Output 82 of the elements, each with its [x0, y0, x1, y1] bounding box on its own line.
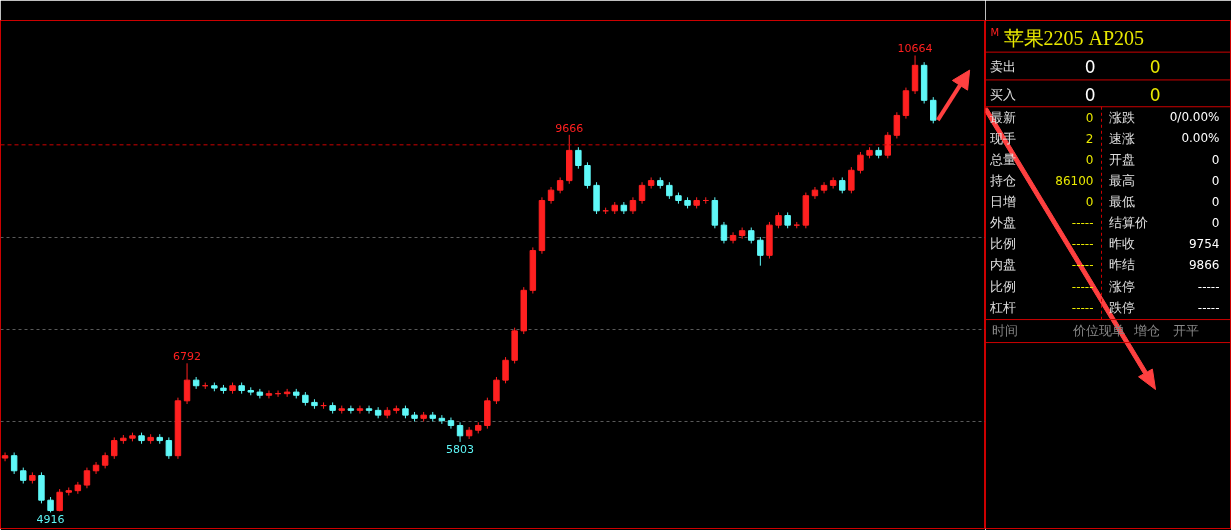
- text: 0/0.00%: [1169, 110, 1220, 125]
- candlestick: [183, 362, 191, 405]
- candlestick: [720, 221, 728, 244]
- text: 0: [1211, 216, 1220, 231]
- candlestick: [930, 96, 937, 124]
- text: 9754: [1188, 237, 1220, 252]
- candlestick: [848, 166, 855, 194]
- text: M: [990, 26, 1000, 38]
- text: 0: [1085, 110, 1094, 125]
- text: 时间: [991, 322, 1018, 338]
- text: 0: [1211, 152, 1220, 167]
- candlestick: [365, 405, 373, 415]
- candlestick: [757, 236, 764, 267]
- text: -----: [1071, 279, 1094, 294]
- text: 0: [1149, 84, 1161, 105]
- candlestick: [456, 421, 464, 443]
- text: 0: [1085, 195, 1094, 210]
- text: 苹果2205 AP205: [1003, 26, 1145, 49]
- candlestick: [638, 181, 646, 205]
- text: 昨收: [1108, 236, 1135, 252]
- candlestick: [820, 181, 828, 194]
- text: 0: [1084, 57, 1096, 78]
- text: 持仓: [989, 173, 1016, 189]
- candlestick: [584, 161, 591, 190]
- candlestick: [165, 436, 173, 460]
- text: 卖出: [989, 59, 1016, 75]
- text: -----: [1071, 258, 1094, 273]
- text: 最低: [1108, 194, 1135, 210]
- candlestick: [493, 376, 500, 405]
- text: 速涨: [1108, 130, 1135, 146]
- text: 跌停: [1108, 299, 1135, 315]
- text: 开盘: [1108, 151, 1135, 167]
- text: 0: [1085, 152, 1094, 167]
- text: 0.00%: [1181, 131, 1220, 146]
- text: -----: [1071, 216, 1094, 231]
- text: -----: [1071, 237, 1094, 252]
- candlestick: [502, 356, 509, 384]
- annotation: 6792: [173, 350, 202, 364]
- candlestick: [10, 452, 18, 475]
- candlestick: [83, 467, 91, 489]
- text: -----: [1197, 279, 1220, 294]
- candlestick: [893, 111, 901, 139]
- candlestick: [884, 131, 891, 159]
- text: 0: [1084, 84, 1096, 105]
- text: 涨停: [1108, 278, 1135, 294]
- text: 86100: [1055, 174, 1094, 189]
- text: 外盘: [989, 215, 1016, 231]
- candlestick: [265, 389, 273, 399]
- text: 0: [1149, 57, 1161, 78]
- text: 买入: [989, 86, 1016, 102]
- candlestick: [438, 414, 446, 425]
- candlestick: [347, 405, 355, 415]
- annotation: 9666: [555, 121, 584, 135]
- text: 日增: [989, 194, 1016, 210]
- annotation: 5803: [446, 442, 475, 456]
- text: -----: [1197, 300, 1220, 315]
- candlestick: [1, 452, 9, 462]
- text: 开平: [1172, 322, 1199, 338]
- candlestick: [575, 146, 582, 170]
- candlestick: [620, 201, 628, 215]
- text: 涨跌: [1108, 109, 1135, 125]
- text: 0: [1211, 174, 1220, 189]
- text: -----: [1071, 300, 1094, 315]
- candlestick: [857, 151, 864, 174]
- text: 结算价: [1108, 215, 1148, 231]
- text: 内盘: [989, 257, 1016, 273]
- text: 9866: [1188, 258, 1220, 273]
- text: 最高: [1108, 173, 1135, 189]
- candlestick: [729, 231, 737, 244]
- text: 比例: [989, 278, 1016, 294]
- candlestick: [356, 405, 364, 415]
- annotation: 10664: [897, 42, 933, 56]
- annotation: 4916: [36, 513, 65, 527]
- candlestick: [111, 436, 118, 460]
- text: 杠杆: [988, 299, 1016, 315]
- text: 2: [1085, 131, 1094, 146]
- text: 比例: [989, 236, 1016, 252]
- text: 0: [1211, 195, 1220, 210]
- text: 增仓: [1132, 322, 1160, 338]
- text: 价位: [1071, 322, 1099, 338]
- text: 昨结: [1108, 257, 1135, 273]
- candlestick: [447, 417, 455, 430]
